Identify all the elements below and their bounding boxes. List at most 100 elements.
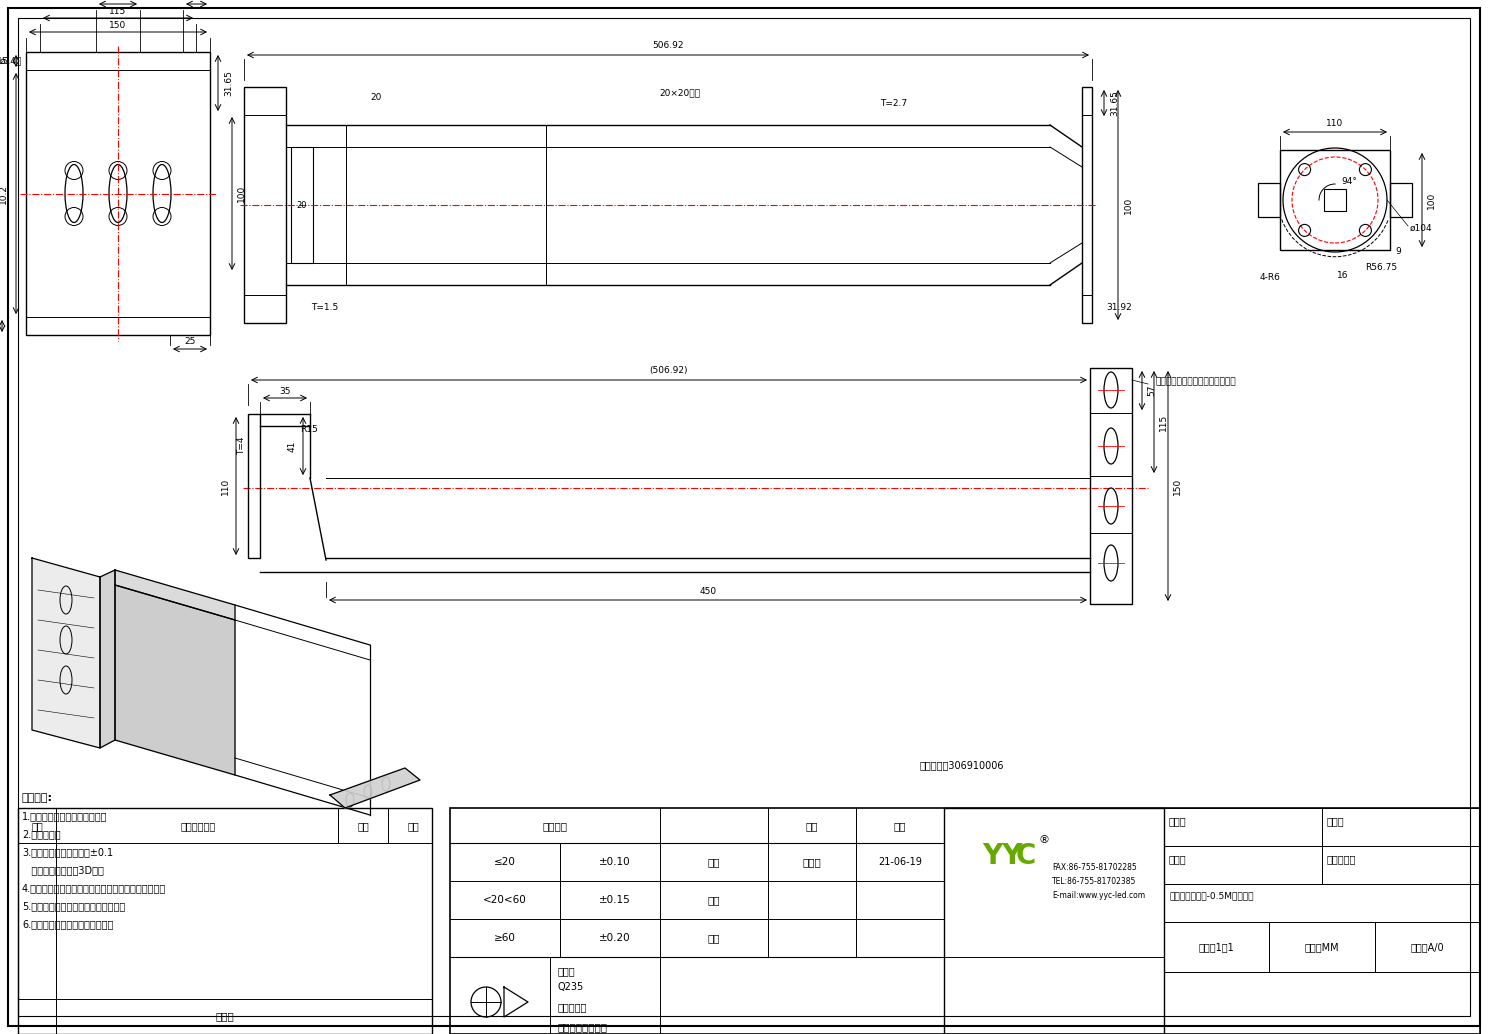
- Text: T=4: T=4: [237, 436, 246, 455]
- Bar: [244, 87, 286, 323]
- Text: ø14孔: ø14孔: [0, 57, 22, 65]
- Text: 文件编号：: 文件编号：: [1327, 854, 1357, 864]
- Text: 110: 110: [222, 478, 231, 494]
- Bar: [1091, 368, 1132, 604]
- Text: 31.65: 31.65: [1110, 90, 1119, 116]
- Text: 41: 41: [289, 440, 298, 452]
- Text: 15: 15: [0, 57, 7, 65]
- Text: 57: 57: [1147, 385, 1156, 396]
- Text: T=2.7: T=2.7: [879, 98, 908, 108]
- Text: 技术要求:: 技术要求:: [22, 793, 54, 803]
- Text: 115: 115: [1159, 414, 1168, 430]
- Polygon shape: [100, 570, 115, 748]
- Text: 506.92: 506.92: [652, 41, 684, 51]
- Text: 尺寸公差: 尺寸公差: [543, 821, 567, 831]
- Text: 姓名: 姓名: [805, 821, 818, 831]
- Bar: [292, 147, 312, 263]
- Text: 其余未标注尺寸按3D尺寸: 其余未标注尺寸按3D尺寸: [22, 865, 104, 875]
- Text: C: C: [1016, 842, 1036, 870]
- Text: 姓名: 姓名: [357, 821, 369, 831]
- Text: 100: 100: [1123, 196, 1132, 214]
- Text: 4.各连接件焊接处必须满焊且焊接牢固平整光滑牢固；: 4.各连接件焊接处必须满焊且焊接牢固平整光滑牢固；: [22, 883, 167, 893]
- Text: ®: ®: [1039, 835, 1049, 845]
- Text: 35: 35: [280, 387, 290, 395]
- Text: 名称：: 名称：: [1170, 854, 1186, 864]
- Text: E-mail:www.yyc-led.com: E-mail:www.yyc-led.com: [1052, 891, 1146, 901]
- Text: 2.锐边钢锐；: 2.锐边钢锐；: [22, 829, 61, 839]
- Text: 版本: 版本: [31, 821, 43, 831]
- Text: 10.2: 10.2: [0, 183, 7, 204]
- Polygon shape: [33, 558, 100, 748]
- Text: T=1.5: T=1.5: [311, 303, 338, 311]
- Text: ±0.15: ±0.15: [600, 895, 631, 905]
- Text: R15: R15: [301, 426, 318, 434]
- Text: 阀居平: 阀居平: [802, 857, 821, 866]
- Text: 20×20方管: 20×20方管: [659, 89, 701, 97]
- Text: ≥60: ≥60: [494, 933, 516, 943]
- Text: ø104: ø104: [1411, 223, 1433, 233]
- Polygon shape: [115, 570, 235, 620]
- Text: 150: 150: [110, 21, 126, 30]
- Polygon shape: [330, 768, 420, 808]
- Bar: [1324, 189, 1347, 211]
- Text: 21-06-19: 21-06-19: [878, 857, 923, 866]
- Text: 100: 100: [1427, 191, 1436, 209]
- Bar: [1390, 183, 1412, 217]
- Text: 6.表面处理：喷黑色砂纹户外粉；: 6.表面处理：喷黑色砂纹户外粉；: [22, 919, 113, 929]
- Text: 3.未注孔距牙距公差均为±0.1: 3.未注孔距牙距公差均为±0.1: [22, 847, 113, 857]
- Text: <20<60: <20<60: [484, 895, 527, 905]
- Text: 日期: 日期: [894, 821, 906, 831]
- Text: YY: YY: [982, 842, 1022, 870]
- Bar: [248, 414, 260, 558]
- Text: 20: 20: [371, 92, 382, 101]
- Text: ±0.20: ±0.20: [600, 933, 631, 943]
- Text: 5.外观无变形，无色差，无刷花等缺陷: 5.外观无变形，无色差，无刷花等缺陷: [22, 901, 125, 911]
- Polygon shape: [115, 585, 235, 776]
- Text: 修改版: 修改版: [216, 1011, 235, 1021]
- Text: Q235: Q235: [558, 982, 585, 992]
- Bar: [1164, 846, 1481, 884]
- Text: 4-R6: 4-R6: [1260, 274, 1281, 282]
- Text: 核准: 核准: [708, 933, 720, 943]
- Bar: [1164, 808, 1481, 846]
- Text: 材质：: 材质：: [558, 966, 576, 976]
- Text: 比例：1：1: 比例：1：1: [1199, 942, 1235, 952]
- Bar: [943, 808, 1164, 1034]
- Text: 25: 25: [185, 337, 196, 346]
- Text: 投光灯墙装支架-0.5M（黑色）: 投光灯墙装支架-0.5M（黑色）: [1170, 891, 1253, 901]
- Text: (506.92): (506.92): [650, 366, 689, 375]
- Text: 31.92: 31.92: [1106, 303, 1132, 311]
- Bar: [1164, 884, 1481, 922]
- Text: 1.未注尺寸公差按图表尺寸公差: 1.未注尺寸公差按图表尺寸公差: [22, 811, 107, 821]
- Text: FAX:86-755-81702285: FAX:86-755-81702285: [1052, 863, 1137, 873]
- Text: R56.75: R56.75: [1364, 264, 1397, 273]
- Text: 150: 150: [1173, 478, 1181, 494]
- Text: 94°: 94°: [1341, 178, 1357, 186]
- Text: ±0.10: ±0.10: [600, 857, 631, 866]
- Text: 31.65: 31.65: [225, 70, 234, 96]
- Text: 零件料号：306910006: 零件料号：306910006: [920, 760, 1004, 770]
- Text: 变更内容描述: 变更内容描述: [180, 821, 216, 831]
- Text: 版本：A/0: 版本：A/0: [1411, 942, 1445, 952]
- Text: 20: 20: [190, 0, 202, 1]
- Text: 日期: 日期: [408, 821, 420, 831]
- Bar: [449, 808, 1481, 1034]
- Text: 57: 57: [112, 0, 124, 1]
- Text: ≤20: ≤20: [494, 857, 516, 866]
- Bar: [1164, 922, 1481, 972]
- Text: 表面处理：: 表面处理：: [558, 1002, 588, 1012]
- Bar: [1082, 87, 1092, 323]
- Bar: [1164, 972, 1481, 1034]
- Bar: [1280, 150, 1390, 250]
- Text: 115: 115: [110, 6, 126, 16]
- Text: 料号：: 料号：: [1170, 816, 1186, 826]
- Bar: [25, 52, 210, 335]
- Text: TEL:86-755-81702385: TEL:86-755-81702385: [1052, 878, 1137, 886]
- Text: 110: 110: [1326, 120, 1344, 128]
- Bar: [1257, 183, 1280, 217]
- Text: 450: 450: [699, 587, 717, 597]
- Text: 此面孔位分布同左视图的孔位分布: 此面孔位分布同左视图的孔位分布: [1155, 377, 1235, 387]
- Text: 审核: 审核: [708, 895, 720, 905]
- Text: 绘图: 绘图: [708, 857, 720, 866]
- Text: 图号：: 图号：: [1327, 816, 1345, 826]
